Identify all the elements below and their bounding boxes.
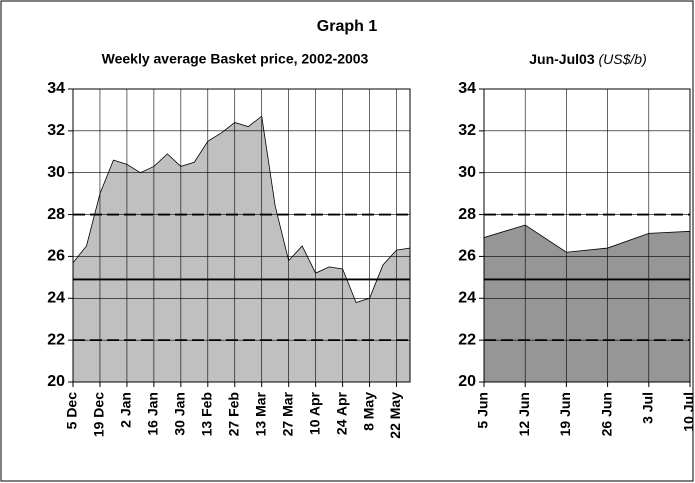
area	[72, 115, 411, 383]
y-tick-label: 20	[458, 373, 476, 390]
y-tick-label: 34	[458, 80, 476, 97]
y-tick-label: 34	[47, 80, 65, 97]
x-tick-label: 22 May	[387, 392, 403, 439]
x-tick-label: 19 Jun	[557, 392, 573, 436]
y-tick-label: 28	[458, 206, 476, 223]
y-tick-label: 32	[458, 122, 476, 139]
chart-title: Jun-Jul03	[529, 51, 595, 67]
x-tick-label: 16 Jan	[145, 392, 161, 436]
y-tick-label: 20	[47, 373, 65, 390]
y-tick-label: 24	[47, 290, 65, 307]
x-tick-label: 2 Jan	[118, 392, 134, 428]
x-tick-label: 5 Jun	[475, 392, 491, 429]
area	[483, 224, 691, 383]
x-tick-label: 27 Mar	[279, 391, 295, 436]
unit: (US$/b)	[599, 51, 647, 67]
x-tick-label: 3 Jul	[640, 392, 656, 424]
x-tick-label: 10 Jul	[681, 392, 695, 432]
x-tick-label: 13 Mar	[252, 391, 268, 436]
y-tick-label: 26	[47, 248, 65, 265]
y-tick-label: 26	[458, 248, 476, 265]
x-tick-label: 10 Apr	[306, 391, 322, 435]
plot-border	[72, 88, 411, 383]
plot-border	[483, 88, 691, 383]
x-tick-label: 13 Feb	[199, 392, 215, 436]
chart-title: Weekly average Basket price, 2002-2003	[102, 51, 369, 67]
x-tick-label: 19 Dec	[91, 392, 107, 437]
x-tick-label: 8 May	[360, 392, 376, 431]
y-tick-label: 30	[458, 164, 476, 181]
x-tick-label: 24 Apr	[333, 391, 349, 435]
x-tick-label: 5 Dec	[64, 392, 80, 430]
x-tick-label: 12 Jun	[516, 392, 532, 436]
y-tick-label: 22	[458, 331, 476, 348]
page-title: Graph 1	[317, 18, 378, 35]
y-tick-label: 30	[47, 164, 65, 181]
y-tick-label: 24	[458, 290, 476, 307]
y-tick-label: 32	[47, 122, 65, 139]
y-tick-label: 22	[47, 331, 65, 348]
chart-title: Jun-Jul03 (US$/b)	[529, 51, 646, 67]
y-tick-label: 28	[47, 206, 65, 223]
x-tick-label: 27 Feb	[225, 392, 241, 436]
x-tick-label: 30 Jan	[172, 392, 188, 436]
x-tick-label: 26 Jun	[598, 392, 614, 436]
